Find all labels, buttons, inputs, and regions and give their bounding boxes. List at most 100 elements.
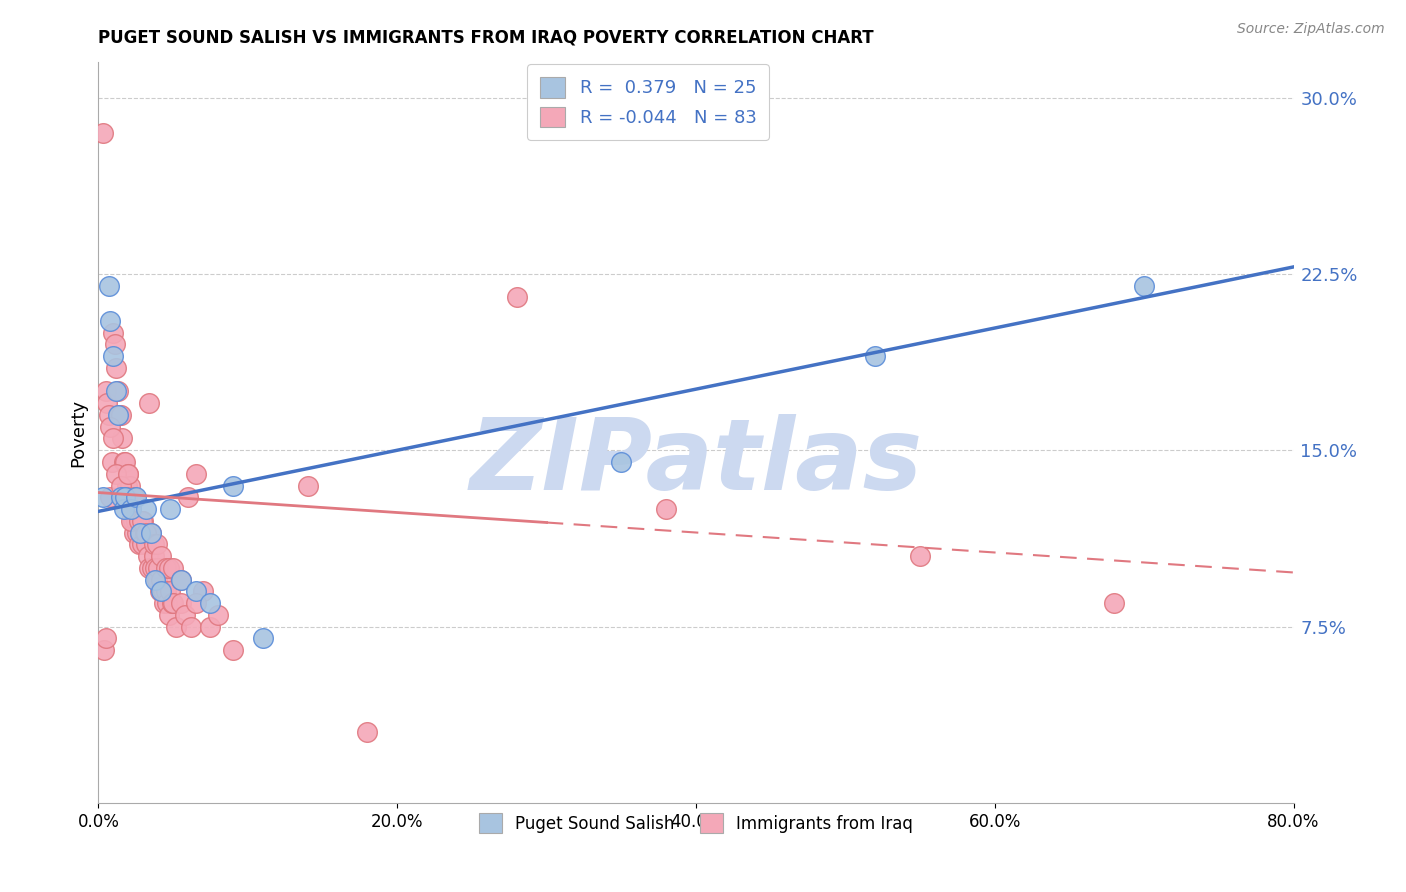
Text: Source: ZipAtlas.com: Source: ZipAtlas.com <box>1237 22 1385 37</box>
Point <box>145 573 167 587</box>
Point <box>98 490 122 504</box>
Point <box>132 514 155 528</box>
Point <box>162 561 184 575</box>
Point <box>1104 596 1126 610</box>
Point <box>124 525 146 540</box>
Point <box>135 537 157 551</box>
Point <box>142 549 165 563</box>
Point <box>111 432 134 446</box>
Point <box>98 314 122 328</box>
Point <box>138 561 160 575</box>
Point <box>112 490 135 504</box>
Point <box>159 584 181 599</box>
Point <box>125 490 148 504</box>
Point <box>118 478 141 492</box>
Point <box>135 525 157 540</box>
Point <box>114 490 136 504</box>
Point <box>222 643 245 657</box>
Point <box>117 467 139 481</box>
Point <box>165 619 187 633</box>
Point <box>174 607 197 622</box>
Point <box>865 349 887 363</box>
Point <box>191 584 214 599</box>
Point <box>156 596 179 610</box>
Point <box>169 573 191 587</box>
Point <box>506 290 529 304</box>
Point <box>124 490 146 504</box>
Point <box>169 596 191 610</box>
Point <box>110 478 132 492</box>
Point <box>120 502 142 516</box>
Point <box>141 561 163 575</box>
Point <box>139 525 162 540</box>
Point <box>125 514 148 528</box>
Point <box>101 455 124 469</box>
Point <box>110 408 132 422</box>
Point <box>150 584 173 599</box>
Point <box>129 525 152 540</box>
Point <box>96 396 118 410</box>
Point <box>107 384 129 399</box>
Point <box>107 408 129 422</box>
Point <box>91 490 114 504</box>
Point <box>148 561 170 575</box>
Point <box>157 561 180 575</box>
Point <box>98 419 122 434</box>
Point <box>142 537 165 551</box>
Point <box>184 596 207 610</box>
Point <box>127 525 149 540</box>
Point <box>200 596 222 610</box>
Text: ZIPatlas: ZIPatlas <box>470 414 922 511</box>
Point <box>120 514 142 528</box>
Point <box>169 573 191 587</box>
Text: PUGET SOUND SALISH VS IMMIGRANTS FROM IRAQ POVERTY CORRELATION CHART: PUGET SOUND SALISH VS IMMIGRANTS FROM IR… <box>98 29 875 47</box>
Point <box>207 607 229 622</box>
Point <box>252 632 274 646</box>
Point <box>143 573 166 587</box>
Point <box>105 361 128 376</box>
Point <box>105 384 128 399</box>
Point <box>145 537 167 551</box>
Point <box>297 478 319 492</box>
Point <box>153 596 176 610</box>
Point <box>1133 278 1156 293</box>
Point <box>94 632 117 646</box>
Point <box>180 619 202 633</box>
Point <box>104 337 127 351</box>
Point <box>121 514 143 528</box>
Point <box>97 408 120 422</box>
Point <box>114 455 136 469</box>
Y-axis label: Poverty: Poverty <box>69 399 87 467</box>
Point <box>135 502 157 516</box>
Point <box>108 408 131 422</box>
Point <box>131 514 153 528</box>
Point <box>91 126 114 140</box>
Point <box>93 643 115 657</box>
Point <box>155 584 177 599</box>
Point <box>103 432 125 446</box>
Point <box>97 278 120 293</box>
Point <box>200 619 222 633</box>
Point <box>120 502 142 516</box>
Point <box>162 596 184 610</box>
Point <box>222 478 245 492</box>
Point <box>150 573 173 587</box>
Point <box>136 549 159 563</box>
Point <box>117 467 139 481</box>
Point <box>128 537 150 551</box>
Point <box>110 490 132 504</box>
Point <box>112 455 135 469</box>
Point <box>610 455 633 469</box>
Point <box>139 525 162 540</box>
Point <box>157 607 180 622</box>
Point <box>155 561 177 575</box>
Point <box>655 502 678 516</box>
Point <box>143 561 166 575</box>
Point <box>128 514 150 528</box>
Point <box>184 584 207 599</box>
Point <box>94 384 117 399</box>
Point <box>908 549 931 563</box>
Point <box>103 326 125 340</box>
Point <box>152 584 174 599</box>
Point <box>112 502 135 516</box>
